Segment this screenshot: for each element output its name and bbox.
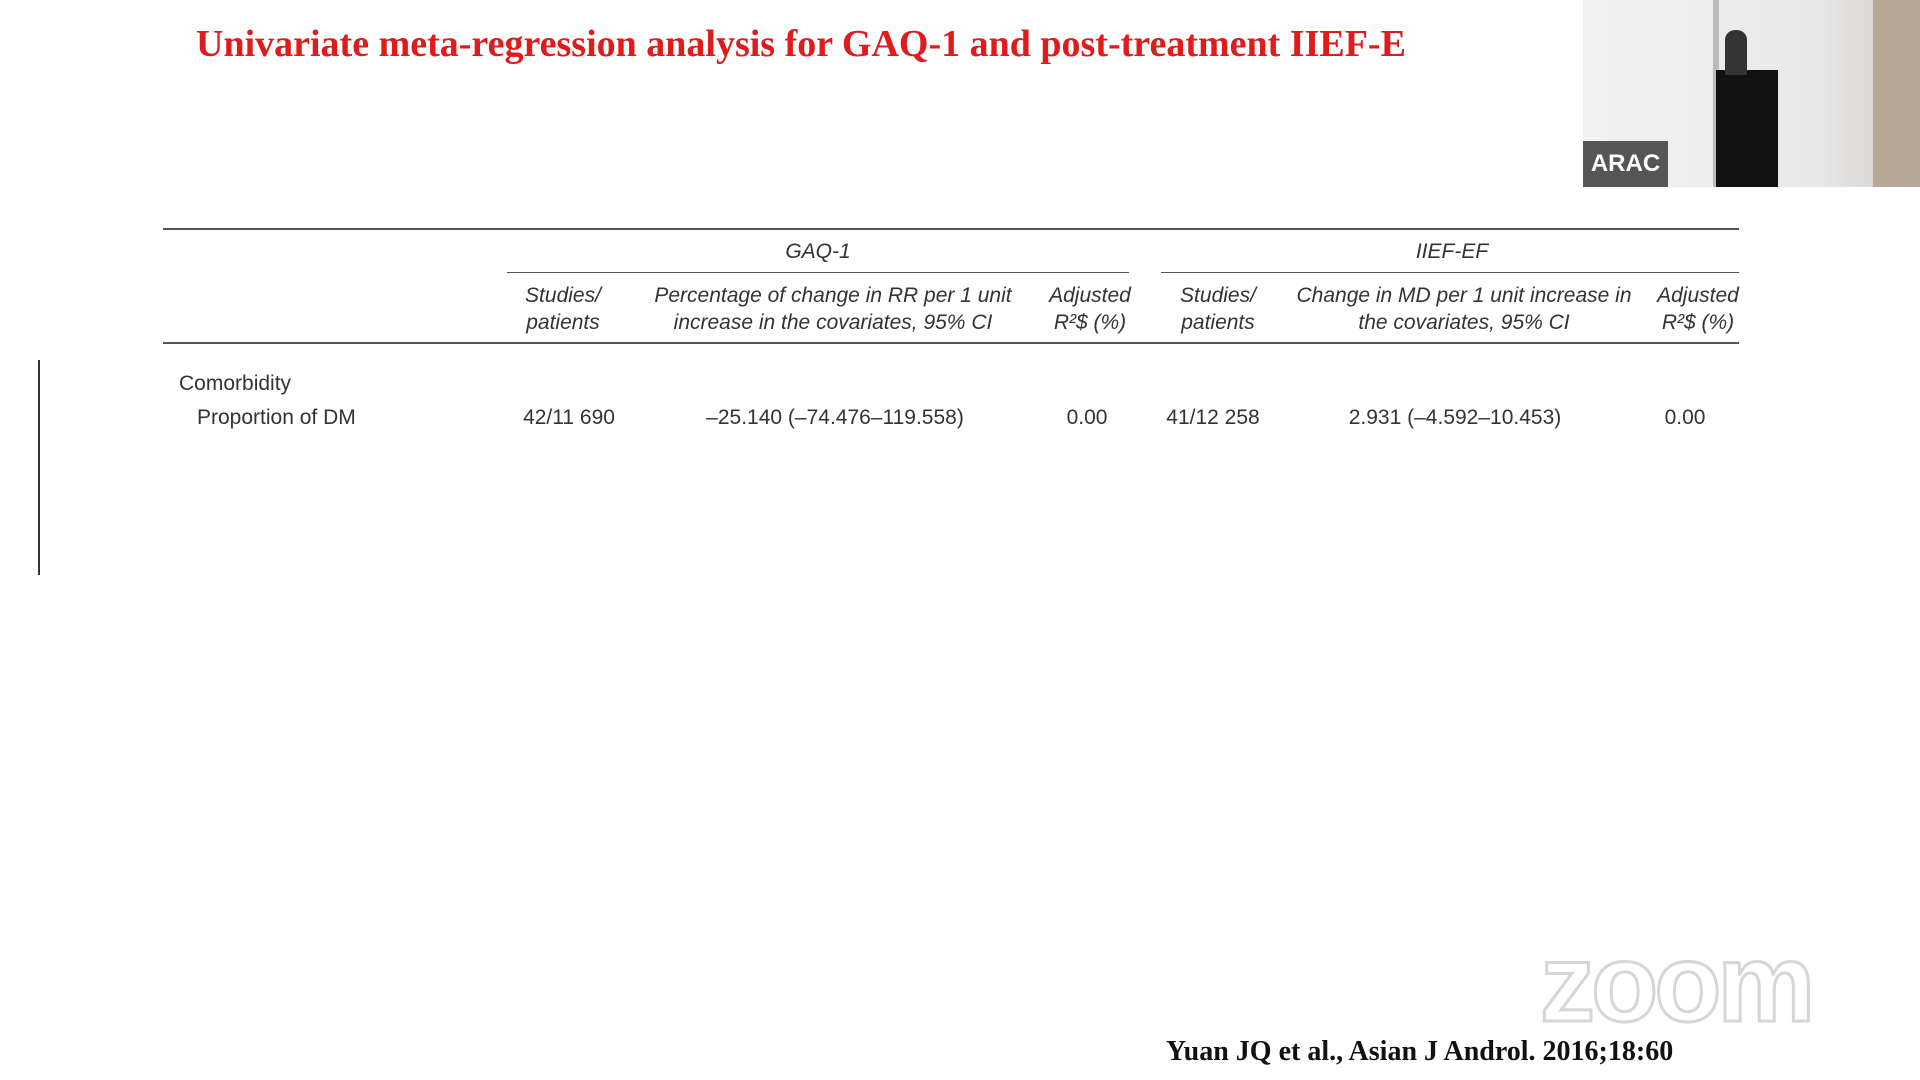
group-header: IIEF-EF xyxy=(1415,240,1489,263)
column-header: Change in MD per 1 unit increase in the … xyxy=(1296,284,1632,334)
slide-title: Univariate meta-regression analysis for … xyxy=(196,23,1406,65)
cell: 0.00 xyxy=(1066,406,1108,429)
table-rule xyxy=(163,342,1739,344)
citation: Yuan JQ et al., Asian J Androl. 2016;18:… xyxy=(1166,1036,1674,1067)
section-label: Comorbidity xyxy=(179,372,292,395)
video-thumbnail: ARAC xyxy=(1583,0,1920,187)
zoom-watermark: zoom xyxy=(1538,921,1816,1047)
cell: 41/12 258 xyxy=(1166,406,1260,429)
column-header: Percentage of change in RR per 1 unit in… xyxy=(654,284,1012,334)
column-header: Studies/ patients xyxy=(1180,284,1256,334)
column-header: Adjusted R²$ (%) xyxy=(1657,284,1739,334)
table-rule xyxy=(163,228,1739,230)
cell: –25.140 (–74.476–119.558) xyxy=(706,406,964,429)
cell: 0.00 xyxy=(1664,406,1706,429)
participant-label: ARAC xyxy=(1583,141,1668,187)
cell: 42/11 690 xyxy=(523,406,615,429)
group-rule xyxy=(1161,272,1739,273)
row-label: Proportion of DM xyxy=(197,406,356,429)
group-rule xyxy=(507,272,1129,273)
cursor-line xyxy=(38,360,40,575)
column-header: Studies/ patients xyxy=(525,284,601,334)
group-header: GAQ-1 xyxy=(785,240,851,263)
cell: 2.931 (–4.592–10.453) xyxy=(1348,406,1562,429)
column-header: Adjusted R²$ (%) xyxy=(1049,284,1131,334)
